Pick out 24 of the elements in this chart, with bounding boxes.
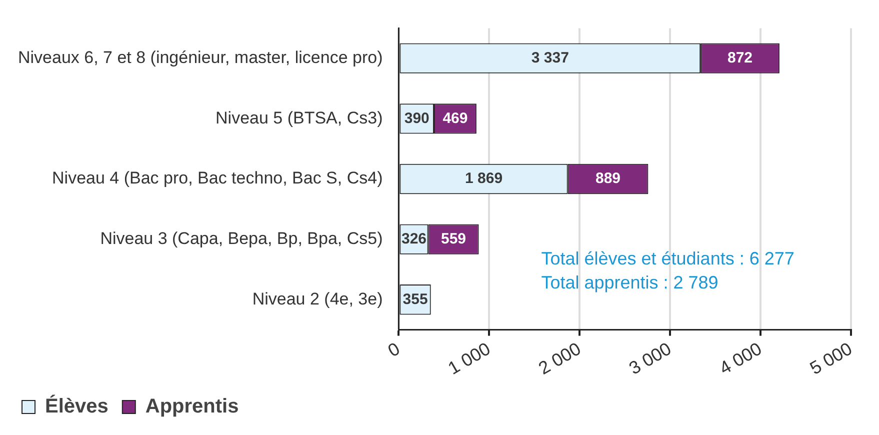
data-label: 872 <box>728 50 753 66</box>
y-tick-label: Niveau 2 (4e, 3e) <box>252 289 383 308</box>
y-tick-label: Niveau 4 (Bac pro, Bac techno, Bac S, Cs4) <box>52 168 383 188</box>
legend-label: Apprentis <box>145 396 239 418</box>
data-label: 1 869 <box>465 170 503 188</box>
data-label: 3 337 <box>531 50 569 66</box>
x-tick-label: 3 000 <box>626 338 675 378</box>
data-label: 390 <box>404 110 430 127</box>
y-tick-label: Niveau 3 (Capa, Bepa, Bp, Bpa, Cs5) <box>100 228 383 248</box>
annotation: Total apprentis : 2 789 <box>541 272 718 293</box>
data-label: 326 <box>401 230 427 248</box>
y-tick-label: Niveau 5 (BTSA, Cs3) <box>216 108 383 128</box>
x-tick-label: 1 000 <box>444 338 494 378</box>
x-tick-label: 2 000 <box>535 338 584 378</box>
data-label: 889 <box>595 170 621 188</box>
annotation: Total élèves et étudiants : 6 277 <box>541 248 794 269</box>
legend-label: Élèves <box>45 394 108 418</box>
y-tick-label: Niveaux 6, 7 et 8 (ingénieur, master, licence pro) <box>18 48 383 68</box>
x-tick-label: 4 000 <box>716 338 766 378</box>
data-label: 559 <box>440 230 466 248</box>
x-tick-label: 0 <box>384 338 404 361</box>
x-tick-label: 5 000 <box>806 338 856 378</box>
data-label: 469 <box>442 110 468 127</box>
data-label: 355 <box>402 290 428 308</box>
